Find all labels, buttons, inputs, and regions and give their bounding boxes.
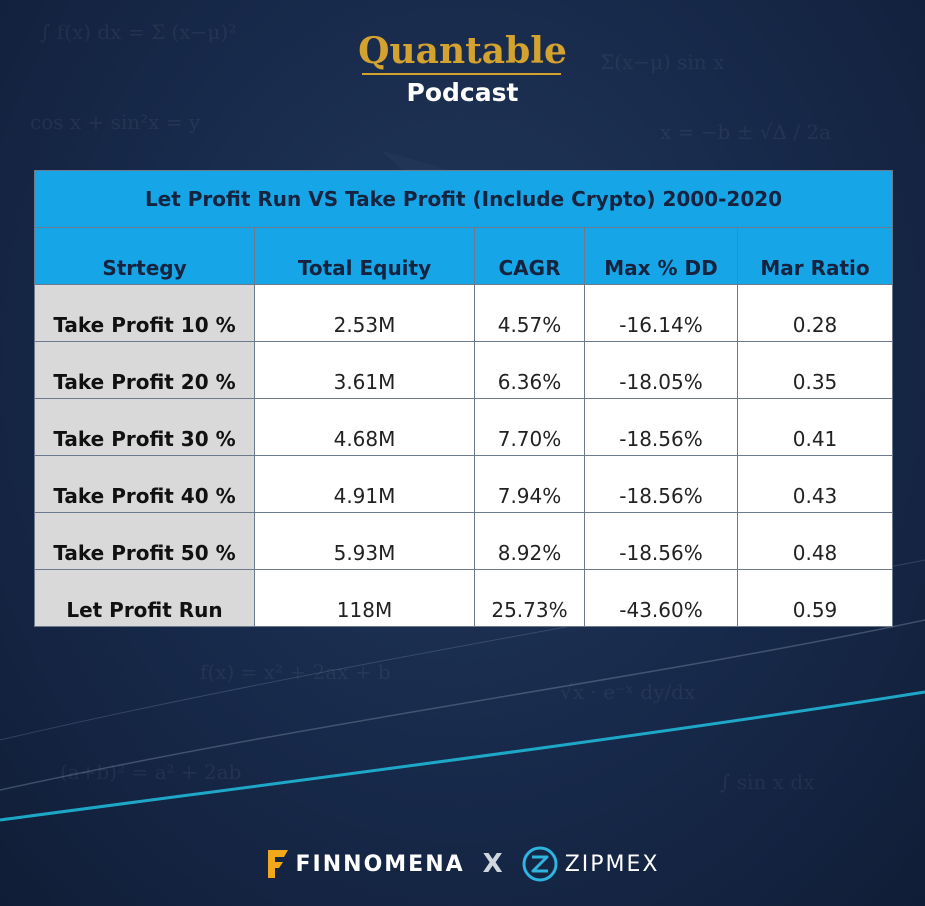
table-row: Take Profit 10 % 2.53M 4.57% -16.14% 0.2…	[34, 284, 894, 342]
brand-subtitle: Podcast	[406, 78, 519, 107]
table-row: Take Profit 40 % 4.91M 7.94% -18.56% 0.4…	[34, 455, 894, 513]
background-math: (a+b)² = a² + 2ab	[60, 760, 242, 784]
cagr-cell: 7.94%	[474, 455, 585, 513]
max-dd-cell: -18.56%	[584, 512, 738, 570]
mar-ratio-cell: 0.48	[736, 512, 894, 570]
background-math: f(x) = x² + 2ax + b	[200, 660, 391, 684]
max-dd-cell: -43.60%	[584, 569, 738, 627]
brand-title: Quantable	[358, 30, 567, 72]
strategy-cell: Let Profit Run	[34, 569, 255, 627]
collab-separator: X	[482, 849, 503, 879]
max-dd-cell: -18.56%	[584, 398, 738, 456]
table-header-row: Strtegy Total Equity CAGR Max % DD Mar R…	[34, 227, 894, 285]
finnomena-logo-icon	[267, 850, 288, 878]
background-math: x = −b ± √Δ / 2a	[660, 120, 832, 144]
mar-ratio-cell: 0.43	[736, 455, 894, 513]
brand-underline	[362, 73, 561, 75]
background-math: √x · e⁻ˣ dy/dx	[560, 680, 696, 704]
total-equity-cell: 4.91M	[254, 455, 475, 513]
total-equity-cell: 4.68M	[254, 398, 475, 456]
total-equity-cell: 118M	[254, 569, 475, 627]
cagr-cell: 7.70%	[474, 398, 585, 456]
cagr-cell: 25.73%	[474, 569, 585, 627]
comparison-table: Let Profit Run VS Take Profit (Include C…	[33, 170, 894, 627]
table-row: Take Profit 50 % 5.93M 8.92% -18.56% 0.4…	[34, 512, 894, 570]
max-dd-cell: -16.14%	[584, 284, 738, 342]
background-math: ∫ sin x dx	[720, 770, 815, 794]
strategy-cell: Take Profit 20 %	[34, 341, 255, 399]
total-equity-cell: 5.93M	[254, 512, 475, 570]
mar-ratio-cell: 0.41	[736, 398, 894, 456]
table-row: Take Profit 30 % 4.68M 7.70% -18.56% 0.4…	[34, 398, 894, 456]
background-math: cos x + sin²x = y	[30, 110, 201, 134]
header-total-equity: Total Equity	[254, 227, 475, 285]
strategy-cell: Take Profit 50 %	[34, 512, 255, 570]
cagr-cell: 8.92%	[474, 512, 585, 570]
mar-ratio-cell: 0.35	[736, 341, 894, 399]
header-cagr: CAGR	[474, 227, 585, 285]
strategy-cell: Take Profit 40 %	[34, 455, 255, 513]
cagr-cell: 6.36%	[474, 341, 585, 399]
mar-ratio-cell: 0.59	[736, 569, 894, 627]
table-row: Take Profit 20 % 3.61M 6.36% -18.05% 0.3…	[34, 341, 894, 399]
total-equity-cell: 3.61M	[254, 341, 475, 399]
background-math: Σ(x−μ) sin x	[600, 50, 725, 74]
strategy-cell: Take Profit 10 %	[34, 284, 255, 342]
table-row: Let Profit Run 118M 25.73% -43.60% 0.59	[34, 569, 894, 627]
header-strategy: Strtegy	[34, 227, 255, 285]
header-mar-ratio: Mar Ratio	[736, 227, 894, 285]
header-max-dd: Max % DD	[584, 227, 738, 285]
background-math: ∫ f(x) dx = Σ (x−μ)²	[40, 20, 237, 44]
max-dd-cell: -18.56%	[584, 455, 738, 513]
max-dd-cell: -18.05%	[584, 341, 738, 399]
mar-ratio-cell: 0.28	[736, 284, 894, 342]
table-title: Let Profit Run VS Take Profit (Include C…	[33, 170, 894, 228]
strategy-cell: Take Profit 30 %	[34, 398, 255, 456]
footer-logos: FINNOMENA X ZIPMEX	[0, 845, 925, 883]
cagr-cell: 4.57%	[474, 284, 585, 342]
finnomena-wordmark: FINNOMENA	[295, 851, 465, 877]
total-equity-cell: 2.53M	[254, 284, 475, 342]
zipmex-logo-icon	[522, 846, 558, 882]
table-title-row: Let Profit Run VS Take Profit (Include C…	[33, 170, 894, 228]
zipmex-wordmark: ZIPMEX	[564, 851, 660, 877]
